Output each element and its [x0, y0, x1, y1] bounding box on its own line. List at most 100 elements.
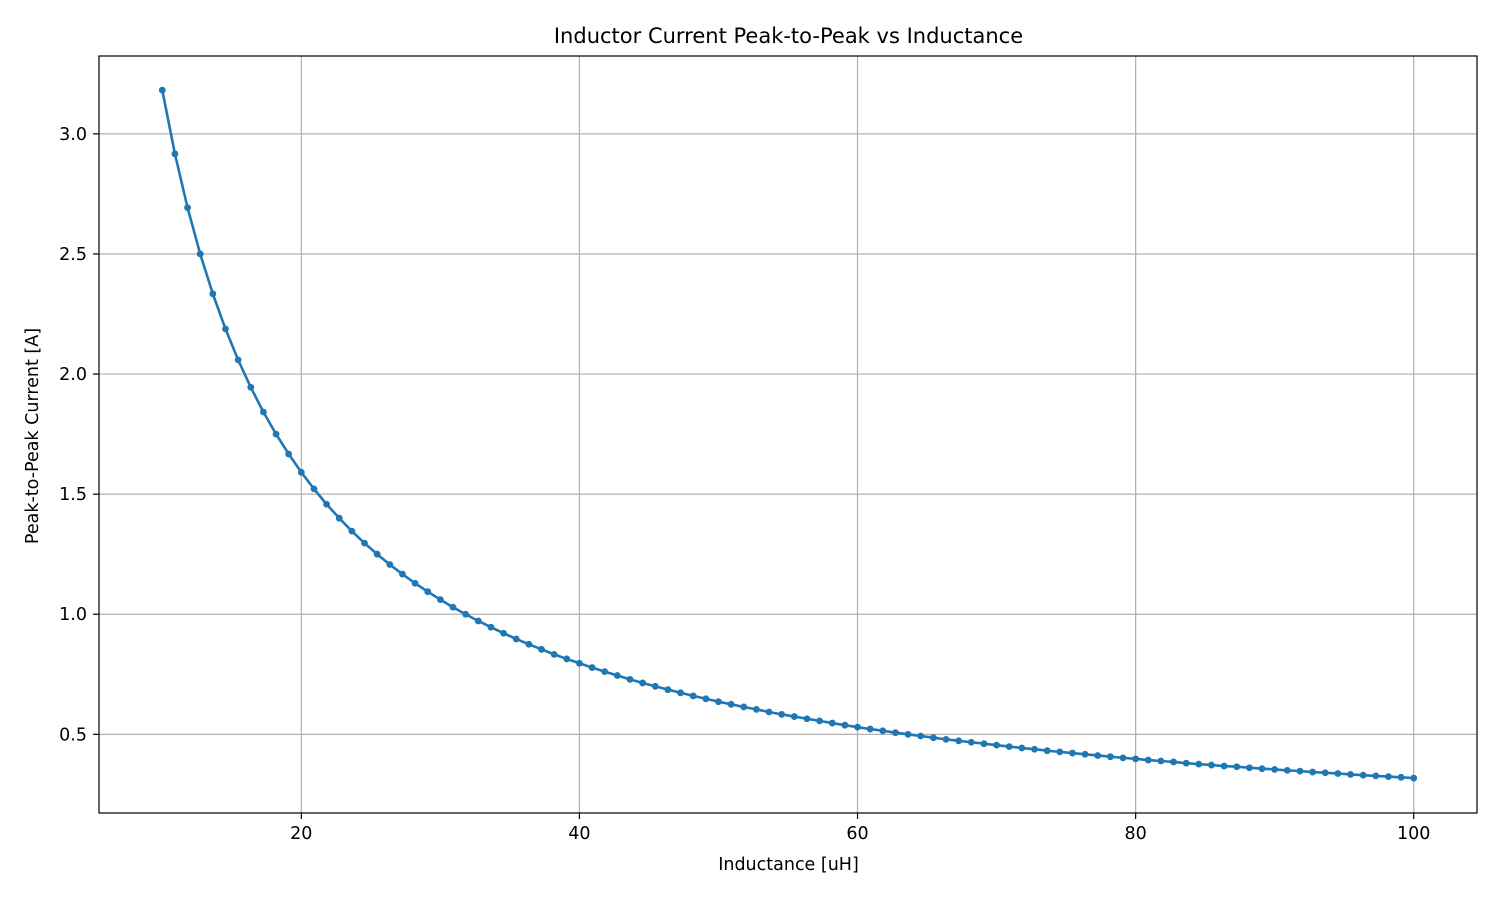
data-point — [1081, 750, 1089, 758]
data-point — [626, 675, 634, 683]
data-point — [1043, 747, 1051, 755]
data-point — [576, 659, 583, 667]
y-tick-label: 1.0 — [59, 605, 87, 625]
data-point — [411, 579, 419, 587]
data-point — [158, 86, 166, 94]
y-tick-label: 2.0 — [59, 365, 87, 385]
data-point — [1031, 745, 1038, 753]
data-point — [260, 408, 267, 416]
data-point — [765, 708, 773, 716]
data-point — [550, 650, 558, 658]
data-point — [651, 682, 659, 690]
data-point — [778, 711, 786, 718]
data-point — [1119, 754, 1127, 762]
data-point — [790, 713, 798, 720]
x-tick-label: 40 — [568, 824, 590, 844]
grid — [99, 56, 1477, 813]
data-point — [234, 356, 242, 364]
data-point — [904, 730, 912, 738]
data-point — [1005, 743, 1013, 750]
data-point — [1144, 756, 1152, 764]
data-point — [361, 539, 368, 547]
data-point — [297, 468, 305, 476]
data-point — [689, 692, 697, 700]
data-point — [272, 430, 280, 438]
data-point — [1106, 753, 1114, 761]
y-tick-label: 1.5 — [59, 485, 87, 505]
data-point — [828, 719, 836, 727]
data-point — [601, 668, 609, 676]
data-point — [563, 655, 571, 663]
series-layer — [158, 86, 1418, 782]
data-point — [1170, 758, 1177, 766]
data-point — [1246, 764, 1253, 772]
data-point — [854, 723, 861, 731]
x-axis-label: Inductance [uH] — [718, 855, 859, 875]
data-point — [1296, 767, 1304, 775]
data-point — [348, 527, 356, 535]
data-point — [1321, 769, 1329, 777]
data-point — [1271, 766, 1279, 773]
data-point — [879, 727, 887, 735]
data-point — [1157, 757, 1165, 765]
data-point — [1397, 773, 1405, 781]
data-point — [462, 610, 470, 618]
data-point — [803, 715, 811, 723]
data-point — [841, 721, 849, 729]
data-point — [1334, 770, 1342, 777]
x-tick-label: 20 — [290, 824, 312, 844]
data-point — [209, 290, 217, 298]
data-point — [613, 672, 621, 679]
data-point — [1208, 761, 1215, 769]
data-point — [1410, 774, 1418, 782]
data-point — [184, 204, 191, 212]
data-point — [917, 732, 925, 740]
data-point — [1359, 771, 1367, 779]
data-point — [196, 250, 204, 258]
data-point — [247, 383, 255, 391]
data-point — [171, 150, 179, 158]
chart-title: Inductor Current Peak-to-Peak vs Inducta… — [554, 24, 1023, 48]
data-point — [1094, 752, 1102, 759]
data-point — [715, 698, 722, 706]
data-point — [980, 740, 988, 748]
data-point — [664, 686, 672, 694]
y-tick-label: 2.5 — [59, 245, 87, 265]
data-point — [525, 640, 533, 648]
data-point — [424, 588, 432, 596]
data-point — [512, 635, 520, 643]
data-point — [677, 689, 684, 697]
data-point — [816, 717, 824, 725]
data-point — [993, 741, 1000, 749]
data-point — [1069, 749, 1076, 757]
data-point — [285, 450, 293, 458]
series-line — [160, 89, 1414, 780]
data-point — [1195, 760, 1203, 768]
data-point — [967, 738, 975, 746]
data-point — [1372, 772, 1380, 780]
data-point — [399, 570, 406, 578]
data-point — [1056, 748, 1064, 756]
y-tick-label: 0.5 — [59, 725, 87, 745]
ticks: 20 40 60 80 100 0.5 1.0 1.5 2.0 2.5 3.0 — [59, 125, 1430, 844]
y-tick-label: 3.0 — [59, 125, 87, 145]
data-point — [1182, 759, 1190, 767]
data-point — [1385, 773, 1392, 781]
data-point — [373, 550, 381, 558]
x-tick-label: 100 — [1397, 824, 1430, 844]
data-point — [955, 737, 963, 745]
data-point — [500, 629, 507, 637]
data-point — [639, 679, 647, 687]
data-point — [487, 623, 495, 631]
x-tick-label: 60 — [846, 824, 868, 844]
x-tick-label: 80 — [1124, 824, 1146, 844]
data-point — [1233, 763, 1241, 771]
data-point — [1258, 765, 1266, 773]
data-point — [1220, 762, 1228, 770]
data-point — [474, 617, 482, 625]
data-point — [740, 703, 748, 711]
data-point — [1018, 744, 1026, 752]
data-point — [1283, 766, 1291, 774]
